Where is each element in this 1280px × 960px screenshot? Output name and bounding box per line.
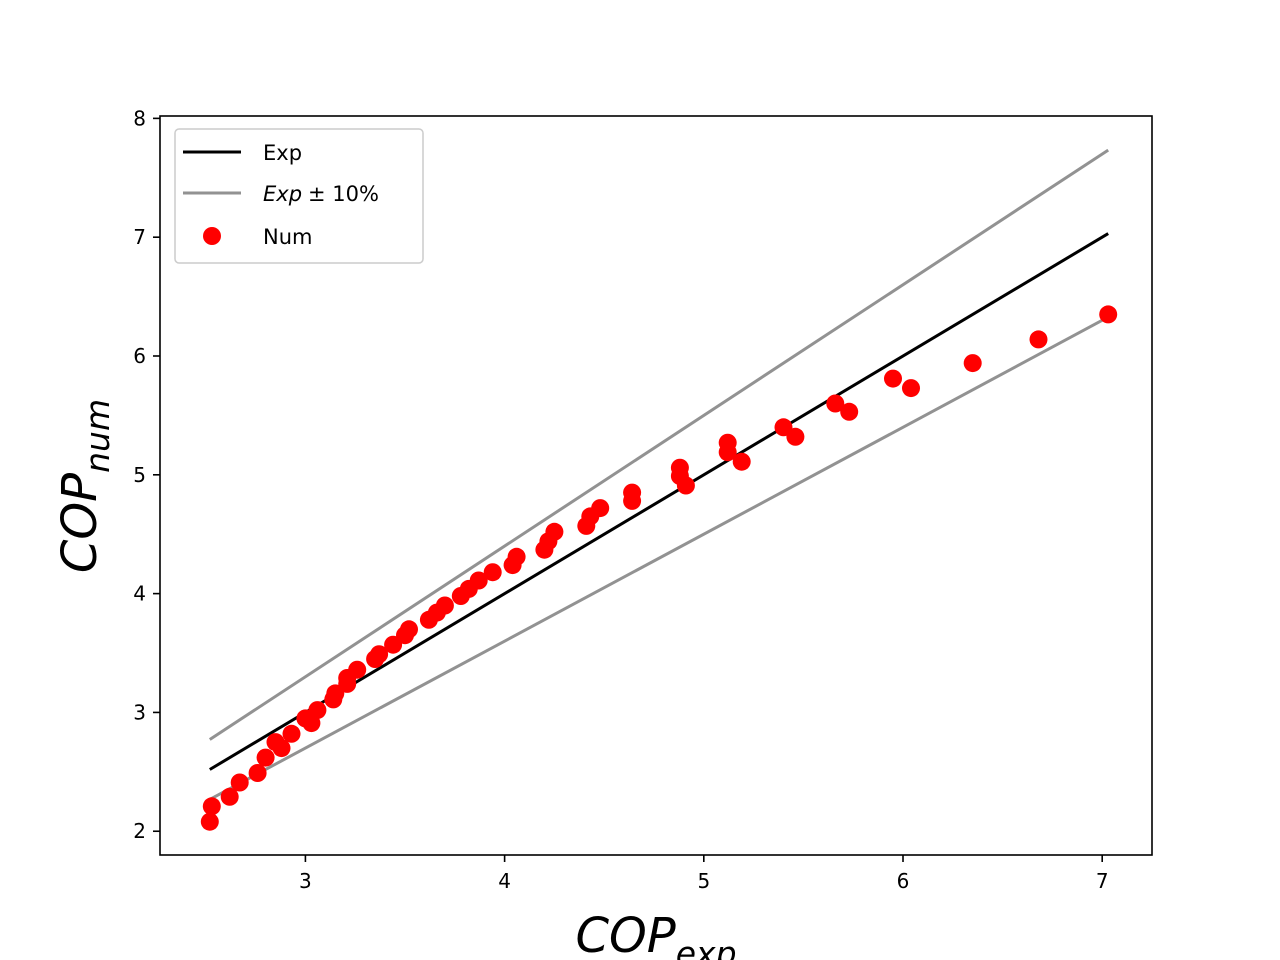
y-tick-label-5: 5: [133, 463, 146, 487]
legend-box: [174, 128, 424, 264]
x-tick-label-6: 6: [897, 869, 910, 893]
legend-swatch-num: [203, 227, 221, 245]
data-point-num-3: [230, 773, 249, 792]
y-tick-label-2: 2: [133, 819, 146, 843]
data-point-num-47: [826, 394, 845, 413]
legend-label-num: Num: [263, 225, 312, 249]
legend-label-exp: Exp: [263, 141, 302, 165]
legend-label-exp-band: Exp ± 10%: [263, 182, 379, 206]
data-point-num-43: [718, 433, 737, 452]
x-axis-title: COPexp: [575, 908, 736, 960]
data-point-num-5: [256, 748, 275, 767]
data-point-num-4: [248, 764, 267, 782]
data-point-num-21: [400, 620, 418, 639]
y-tick-label-6: 6: [133, 344, 146, 368]
y-tick-label-7: 7: [133, 225, 146, 249]
plot-area: [200, 148, 1118, 831]
data-point-num-41: [676, 476, 695, 495]
data-point-num-53: [1099, 305, 1118, 324]
data-point-num-24: [435, 596, 454, 615]
legend: Exp Exp ± 10% Num: [174, 128, 424, 264]
x-tick-label-5: 5: [697, 869, 710, 893]
data-point-num-36: [591, 499, 610, 518]
data-point-num-30: [507, 547, 526, 566]
data-point-num-27: [469, 571, 488, 590]
axes-frame: [159, 115, 1153, 856]
data-point-num-2: [220, 787, 239, 806]
data-point-num-7: [272, 739, 291, 758]
data-point-num-44: [732, 452, 751, 471]
data-point-num-11: [308, 701, 327, 720]
data-point-num-49: [884, 369, 902, 388]
data-point-num-40: [670, 458, 689, 477]
data-point-num-28: [483, 563, 502, 582]
x-tick-label-4: 4: [498, 869, 511, 893]
x-tick-label-7: 7: [1096, 869, 1109, 893]
axis-ticks: 3 4 5 6 7 2 3 4 5 6 7 8: [133, 106, 1108, 893]
data-point-num-8: [282, 724, 301, 743]
data-point-num-38: [623, 483, 642, 502]
data-point-num-51: [963, 354, 982, 373]
data-point-num-52: [1029, 330, 1048, 349]
data-point-num-48: [840, 402, 859, 421]
data-point-num-46: [786, 427, 805, 446]
data-point-num-1: [202, 797, 221, 816]
series-line-exp-10-1: [208, 148, 1110, 741]
y-axis-title: COPnum: [52, 399, 117, 573]
series-line-exp-0: [209, 232, 1109, 771]
data-point-num-0: [200, 812, 219, 831]
series-line-exp-10-2: [209, 315, 1109, 801]
data-point-num-16: [348, 660, 367, 679]
y-tick-label-4: 4: [133, 582, 146, 606]
data-point-num-50: [902, 379, 920, 398]
y-tick-label-8: 8: [133, 106, 146, 130]
data-point-num-33: [545, 522, 564, 541]
x-tick-label-3: 3: [299, 869, 312, 893]
y-tick-label-3: 3: [133, 700, 146, 724]
data-point-num-18: [370, 645, 389, 664]
